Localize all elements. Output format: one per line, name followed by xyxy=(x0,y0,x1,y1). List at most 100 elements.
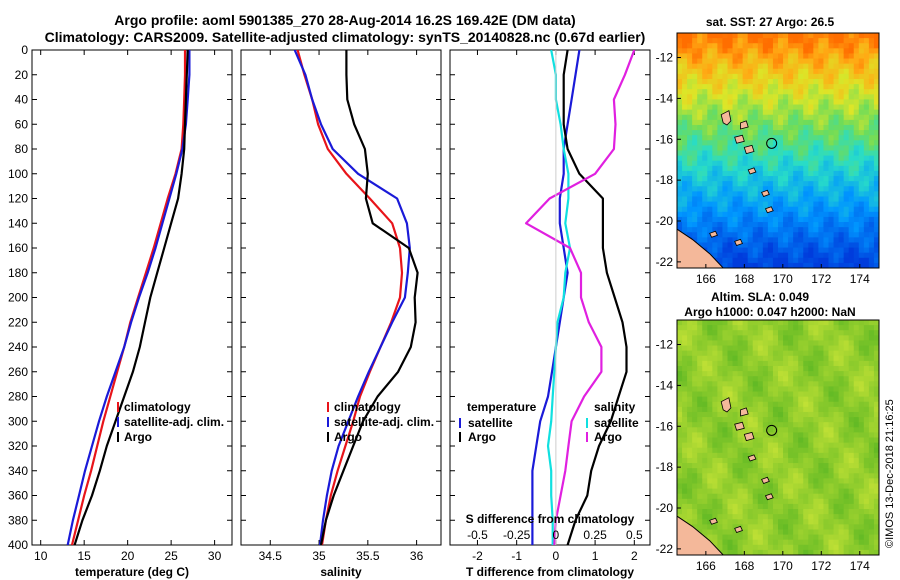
map-cell xyxy=(848,478,855,485)
map-cell xyxy=(833,381,840,388)
map-cell xyxy=(793,473,799,479)
map-cell xyxy=(833,181,840,187)
map-cell xyxy=(702,43,708,49)
map-cell xyxy=(677,73,683,80)
map-cell xyxy=(873,422,879,428)
map-cell xyxy=(747,391,754,398)
map-cell xyxy=(762,524,769,531)
map-cell xyxy=(858,104,865,111)
map-cell xyxy=(687,386,693,393)
map-cell xyxy=(747,514,754,520)
map-cell xyxy=(778,48,784,55)
map-cell xyxy=(853,360,860,367)
map-cell xyxy=(702,84,708,90)
map-cell xyxy=(838,335,845,342)
map-cell xyxy=(853,63,860,70)
map-cell xyxy=(692,340,698,347)
map-cell xyxy=(767,211,774,218)
map-cell xyxy=(843,222,850,228)
map-cell xyxy=(823,411,830,418)
map-cell xyxy=(803,196,809,203)
map-cell xyxy=(762,232,769,238)
map-cell xyxy=(772,257,779,264)
map-cell xyxy=(677,391,683,398)
map-cell xyxy=(752,529,759,536)
map-cell xyxy=(868,365,875,372)
map-cell xyxy=(873,534,879,541)
map-cell xyxy=(752,33,759,39)
map-cell xyxy=(863,549,870,555)
map-cell xyxy=(868,227,875,233)
map-cell xyxy=(848,360,855,367)
map-cell xyxy=(778,437,784,444)
map-cell xyxy=(757,109,764,116)
map-cell xyxy=(697,442,703,449)
map-cell xyxy=(848,73,855,80)
map-cell xyxy=(772,242,779,249)
map-cell xyxy=(737,376,744,382)
map-cell xyxy=(742,165,749,172)
map-cell xyxy=(727,33,734,39)
map-cell xyxy=(803,401,809,408)
map-cell xyxy=(813,483,819,490)
map-cell xyxy=(762,114,769,121)
map-cell xyxy=(868,406,875,413)
map-cell xyxy=(793,181,799,187)
map-cell xyxy=(767,58,774,65)
map-cell xyxy=(803,493,809,500)
map-cell xyxy=(818,191,825,198)
map-cell xyxy=(838,498,845,505)
map-cell xyxy=(823,63,830,70)
map-cell xyxy=(757,119,764,126)
map-cell xyxy=(778,89,784,95)
map-cell xyxy=(848,247,855,254)
map-cell xyxy=(838,422,845,428)
map-cell xyxy=(757,325,764,331)
map-cell xyxy=(687,325,693,331)
map-cell xyxy=(863,247,870,254)
map-cell xyxy=(677,498,683,505)
map-cell xyxy=(772,181,779,187)
map-cell xyxy=(783,252,789,259)
map-cell xyxy=(783,109,789,116)
map-cell xyxy=(752,84,759,90)
map-cell xyxy=(838,94,845,101)
map-cell xyxy=(853,457,860,464)
map-cell xyxy=(747,371,754,377)
map-cell xyxy=(687,437,693,444)
map-cell xyxy=(737,130,744,136)
map-cell xyxy=(843,114,850,121)
map-cell xyxy=(712,432,718,439)
map-cell xyxy=(742,78,749,85)
map-cell xyxy=(737,371,744,377)
plot-frame xyxy=(240,49,442,546)
map-cell xyxy=(868,417,875,423)
map-cell xyxy=(772,227,779,233)
map-cell xyxy=(808,325,814,331)
map-cell xyxy=(687,345,693,352)
map-cell xyxy=(808,463,814,469)
map-cell xyxy=(868,529,875,536)
map-cell xyxy=(828,417,835,423)
map-cell xyxy=(707,170,713,177)
map-cell xyxy=(793,534,799,541)
map-cell xyxy=(868,58,875,65)
map-cell xyxy=(863,135,870,141)
map-cell xyxy=(813,78,819,85)
map-cell xyxy=(742,237,749,244)
map-cell xyxy=(813,232,819,238)
map-cell xyxy=(767,381,774,388)
map-cell xyxy=(762,119,769,126)
island-land xyxy=(720,110,732,126)
map-cell xyxy=(712,493,718,500)
map-cell xyxy=(793,350,799,357)
map-cell xyxy=(793,48,799,55)
map-cell xyxy=(793,406,799,413)
map-cell xyxy=(798,345,804,352)
map-cell xyxy=(778,509,784,515)
map-cell xyxy=(813,58,819,65)
map-cell xyxy=(778,155,784,162)
map-cell xyxy=(813,84,819,90)
map-cell xyxy=(788,452,794,459)
map-cell xyxy=(697,124,703,131)
